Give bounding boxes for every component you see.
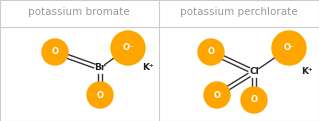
Text: Br: Br: [94, 64, 106, 72]
Text: K⁺: K⁺: [142, 64, 154, 72]
Circle shape: [42, 39, 68, 65]
Text: potassium bromate: potassium bromate: [28, 7, 130, 17]
Circle shape: [87, 82, 113, 108]
Text: O: O: [97, 91, 103, 99]
Text: O: O: [51, 48, 58, 57]
Text: O: O: [213, 91, 220, 99]
Circle shape: [272, 31, 306, 65]
Text: potassium perchlorate: potassium perchlorate: [180, 7, 298, 17]
Text: K⁺: K⁺: [301, 68, 313, 76]
Text: O⁻: O⁻: [283, 44, 295, 53]
Circle shape: [198, 39, 224, 65]
Text: Cl: Cl: [249, 68, 259, 76]
Text: O⁻: O⁻: [122, 44, 134, 53]
Circle shape: [241, 87, 267, 113]
Text: O: O: [250, 95, 257, 105]
Circle shape: [204, 82, 230, 108]
Text: O: O: [207, 48, 214, 57]
Circle shape: [111, 31, 145, 65]
